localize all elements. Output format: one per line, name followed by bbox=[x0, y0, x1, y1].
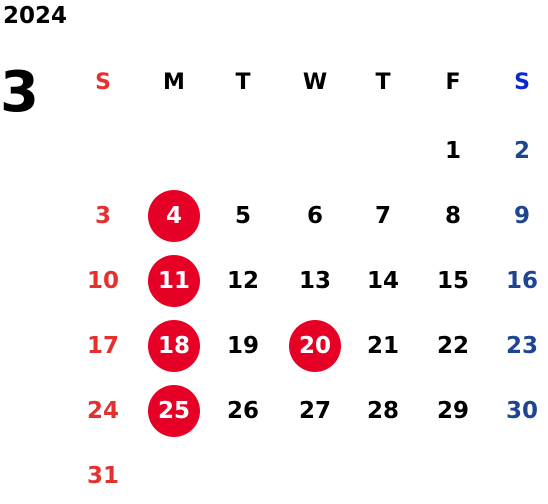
day-cell[interactable]: 11 bbox=[144, 253, 204, 309]
day-number: 14 bbox=[366, 268, 399, 294]
day-cell[interactable]: 20 bbox=[285, 318, 345, 374]
day-cell[interactable]: 25 bbox=[144, 383, 204, 439]
day-number: 19 bbox=[226, 333, 259, 359]
day-cell[interactable]: 24 bbox=[73, 383, 133, 439]
day-number: 24 bbox=[86, 398, 119, 424]
day-number: 18 bbox=[157, 333, 190, 359]
weekday-label-fri: F bbox=[445, 69, 461, 95]
weekday-label-sun: S bbox=[95, 69, 111, 95]
day-cell[interactable]: 6 bbox=[285, 188, 345, 244]
day-number: 23 bbox=[505, 333, 538, 359]
month-label: 3 bbox=[0, 60, 39, 125]
day-cell[interactable]: 31 bbox=[73, 448, 133, 504]
day-cell[interactable]: 23 bbox=[492, 318, 548, 374]
day-number: 25 bbox=[157, 398, 190, 424]
day-number: 3 bbox=[94, 203, 111, 229]
day-number: 7 bbox=[374, 203, 391, 229]
day-cell[interactable]: 22 bbox=[423, 318, 483, 374]
day-cell[interactable]: 27 bbox=[285, 383, 345, 439]
day-number: 5 bbox=[234, 203, 251, 229]
day-cell[interactable]: 12 bbox=[213, 253, 273, 309]
day-cell[interactable]: 7 bbox=[353, 188, 413, 244]
highlight-circle bbox=[148, 320, 200, 372]
day-cell[interactable]: 28 bbox=[353, 383, 413, 439]
day-cell[interactable]: 1 bbox=[423, 123, 483, 179]
day-cell[interactable]: 26 bbox=[213, 383, 273, 439]
day-cell[interactable]: 5 bbox=[213, 188, 273, 244]
day-number: 11 bbox=[157, 268, 190, 294]
year-label: 2024 bbox=[3, 3, 68, 29]
day-number: 30 bbox=[505, 398, 538, 424]
day-cell[interactable]: 4 bbox=[144, 188, 204, 244]
day-number: 17 bbox=[86, 333, 119, 359]
day-cell[interactable]: 16 bbox=[492, 253, 548, 309]
day-number: 4 bbox=[165, 203, 182, 229]
day-number: 2 bbox=[513, 138, 530, 164]
highlight-circle bbox=[289, 320, 341, 372]
day-cell[interactable]: 19 bbox=[213, 318, 273, 374]
day-number: 21 bbox=[366, 333, 399, 359]
day-cell[interactable]: 3 bbox=[73, 188, 133, 244]
day-cell[interactable]: 15 bbox=[423, 253, 483, 309]
weekday-label-mon: M bbox=[163, 69, 185, 95]
day-number: 29 bbox=[436, 398, 469, 424]
day-number: 13 bbox=[298, 268, 331, 294]
day-cell[interactable]: 9 bbox=[492, 188, 548, 244]
day-number: 22 bbox=[436, 333, 469, 359]
day-number: 10 bbox=[86, 268, 119, 294]
highlight-circle bbox=[148, 190, 200, 242]
day-number: 28 bbox=[366, 398, 399, 424]
weekday-label-thu: T bbox=[375, 69, 391, 95]
day-number: 31 bbox=[86, 463, 119, 489]
day-number: 26 bbox=[226, 398, 259, 424]
weekday-label-sat: S bbox=[514, 69, 530, 95]
day-number: 9 bbox=[513, 203, 530, 229]
day-number: 27 bbox=[298, 398, 331, 424]
day-cell[interactable]: 29 bbox=[423, 383, 483, 439]
day-number: 16 bbox=[505, 268, 538, 294]
day-cell[interactable]: 13 bbox=[285, 253, 345, 309]
day-cell[interactable]: 10 bbox=[73, 253, 133, 309]
highlight-circle bbox=[148, 385, 200, 437]
day-number: 20 bbox=[298, 333, 331, 359]
weekday-label-wed: W bbox=[302, 69, 328, 95]
day-cell[interactable]: 21 bbox=[353, 318, 413, 374]
day-cell[interactable]: 2 bbox=[492, 123, 548, 179]
weekday-label-tue: T bbox=[235, 69, 251, 95]
day-cell[interactable]: 17 bbox=[73, 318, 133, 374]
day-cell[interactable]: 30 bbox=[492, 383, 548, 439]
day-cell[interactable]: 18 bbox=[144, 318, 204, 374]
day-number: 6 bbox=[306, 203, 323, 229]
day-cell[interactable]: 14 bbox=[353, 253, 413, 309]
day-number: 8 bbox=[444, 203, 461, 229]
day-number: 12 bbox=[226, 268, 259, 294]
day-number: 15 bbox=[436, 268, 469, 294]
highlight-circle bbox=[148, 255, 200, 307]
day-number: 1 bbox=[444, 138, 461, 164]
day-cell[interactable]: 8 bbox=[423, 188, 483, 244]
